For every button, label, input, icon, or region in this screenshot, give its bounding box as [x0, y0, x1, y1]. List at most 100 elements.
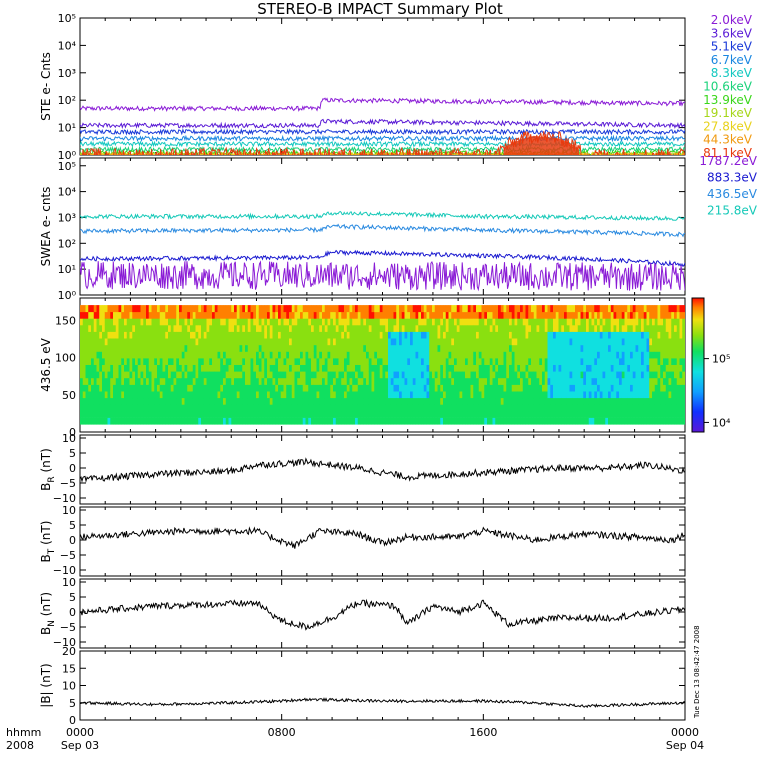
- heatmap-cell: [80, 417, 84, 425]
- heatmap-cell: [371, 305, 375, 313]
- heatmap-cell: [385, 404, 389, 412]
- heatmap-cell: [434, 417, 438, 425]
- heatmap-cell: [393, 371, 397, 379]
- heatmap-cell: [456, 324, 460, 332]
- heatmap-cell: [121, 410, 125, 418]
- heatmap-cell: [679, 404, 683, 412]
- heatmap-cell: [616, 377, 620, 385]
- panel-frame: [79, 578, 686, 649]
- heatmap-cell: [682, 384, 685, 392]
- heatmap-cell: [96, 351, 100, 359]
- heatmap-cell: [489, 397, 493, 405]
- heatmap-cell: [610, 358, 614, 365]
- heatmap-cell: [646, 305, 650, 313]
- heatmap-cell: [671, 364, 675, 372]
- heatmap-cell: [583, 397, 587, 405]
- heatmap-cell: [316, 344, 320, 352]
- heatmap-cell: [481, 305, 485, 313]
- heatmap-cell: [162, 417, 166, 425]
- heatmap-cell: [630, 358, 634, 365]
- heatmap-cell: [140, 417, 144, 425]
- heatmap-cell: [137, 305, 141, 313]
- heatmap-cell: [184, 410, 188, 418]
- heatmap-cell: [256, 377, 260, 385]
- heatmap-cell: [668, 384, 672, 392]
- heatmap-cell: [121, 305, 125, 313]
- heatmap-cell: [242, 344, 246, 352]
- heatmap-cell: [657, 311, 661, 319]
- heatmap-cell: [316, 371, 320, 379]
- heatmap-cell: [305, 410, 309, 418]
- heatmap-cell: [616, 318, 620, 326]
- heatmap-cell: [223, 417, 227, 425]
- heatmap-cell: [388, 311, 392, 319]
- heatmap-cell: [473, 305, 477, 313]
- y-tick-label: 0: [69, 606, 76, 619]
- heatmap-cell: [498, 338, 502, 346]
- heatmap-cell: [443, 384, 447, 392]
- heatmap-cell: [676, 344, 680, 352]
- heatmap-cell: [206, 358, 210, 365]
- heatmap-cell: [278, 417, 282, 425]
- heatmap-cell: [437, 318, 441, 326]
- heatmap-cell: [555, 331, 559, 339]
- heatmap-cell: [82, 324, 86, 332]
- heatmap-cell: [649, 311, 653, 319]
- heatmap-cell: [558, 358, 562, 365]
- heatmap-cell: [484, 404, 488, 412]
- heatmap-cell: [143, 311, 147, 319]
- heatmap-cell: [671, 417, 675, 425]
- heatmap-cell: [437, 397, 441, 405]
- heatmap-cell: [319, 351, 323, 359]
- heatmap-cell: [291, 417, 295, 425]
- heatmap-cell: [132, 358, 136, 365]
- heatmap-cell: [115, 364, 119, 372]
- heatmap-cell: [580, 318, 584, 326]
- heatmap-cell: [588, 404, 592, 412]
- heatmap-cell: [162, 391, 166, 399]
- heatmap-cell: [533, 344, 537, 352]
- heatmap-cell: [88, 351, 92, 359]
- heatmap-cell: [481, 364, 485, 372]
- heatmap-cell: [473, 364, 477, 372]
- heatmap-cell: [418, 364, 422, 372]
- heatmap-cell: [619, 358, 623, 365]
- heatmap-cell: [388, 417, 392, 425]
- heatmap-cell: [594, 391, 598, 399]
- heatmap-cell: [203, 410, 207, 418]
- heatmap-cell: [195, 391, 199, 399]
- heatmap-cell: [432, 384, 436, 392]
- heatmap-cell: [261, 371, 265, 379]
- heatmap-cell: [187, 318, 191, 326]
- heatmap-cell: [679, 384, 683, 392]
- y-tick-label: −10: [53, 636, 76, 649]
- heatmap-cell: [467, 371, 471, 379]
- heatmap-cell: [646, 404, 650, 412]
- heatmap-cell: [291, 358, 295, 365]
- heatmap-cell: [632, 324, 636, 332]
- heatmap-cell: [289, 364, 293, 372]
- heatmap-cell: [91, 404, 95, 412]
- heatmap-cell: [454, 377, 458, 385]
- heatmap-cell: [82, 404, 86, 412]
- heatmap-cell: [520, 417, 524, 425]
- heatmap-cell: [572, 364, 576, 372]
- heatmap-cell: [110, 344, 114, 352]
- heatmap-cell: [654, 311, 658, 319]
- heatmap-cell: [619, 397, 623, 405]
- heatmap-cell: [363, 305, 367, 313]
- heatmap-cell: [445, 417, 449, 425]
- heatmap-cell: [264, 344, 268, 352]
- heatmap-cell: [525, 318, 529, 326]
- heatmap-cell: [289, 358, 293, 365]
- heatmap-cell: [445, 358, 449, 365]
- heatmap-cell: [671, 391, 675, 399]
- heatmap-cell: [448, 331, 452, 339]
- heatmap-cell: [509, 358, 513, 365]
- heatmap-cell: [575, 358, 579, 365]
- heatmap-cell: [539, 305, 543, 313]
- heatmap-cell: [124, 344, 128, 352]
- heatmap-cell: [366, 358, 370, 365]
- heatmap-cell: [217, 331, 221, 339]
- heatmap-cell: [107, 364, 111, 372]
